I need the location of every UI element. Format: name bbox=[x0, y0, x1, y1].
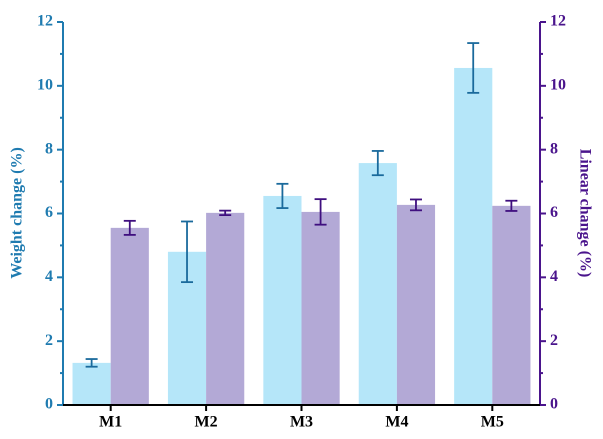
x-tick-label: M2 bbox=[195, 414, 218, 431]
bar bbox=[72, 362, 111, 405]
y-axis-label: Weight change (%) bbox=[9, 147, 26, 279]
y2-tick-label: 6 bbox=[550, 204, 558, 221]
y-tick-label: 8 bbox=[45, 140, 53, 157]
y2-tick-label: 8 bbox=[550, 140, 558, 157]
y2-tick-label: 0 bbox=[550, 396, 558, 413]
error-bar bbox=[314, 198, 327, 226]
y-tick-label: 4 bbox=[45, 268, 53, 285]
y2-tick-label: 4 bbox=[550, 268, 558, 285]
y2-axis-label: Linear change (%) bbox=[576, 149, 593, 278]
error-bar bbox=[85, 358, 98, 368]
y-tick-label: 6 bbox=[45, 204, 53, 221]
y-tick-label: 2 bbox=[45, 332, 53, 349]
bar bbox=[358, 163, 397, 405]
y2-tick-label: 10 bbox=[550, 77, 566, 94]
x-tick-label: M3 bbox=[290, 414, 313, 431]
x-tick-label: M5 bbox=[481, 414, 504, 431]
error-bar bbox=[123, 219, 136, 236]
y-tick-label: 10 bbox=[37, 77, 53, 94]
bar bbox=[454, 67, 493, 406]
x-tick-label: M4 bbox=[385, 414, 408, 431]
y-tick-label: 0 bbox=[45, 396, 53, 413]
error-bar bbox=[181, 220, 194, 284]
y2-tick-label: 12 bbox=[550, 13, 566, 30]
bar bbox=[301, 211, 340, 405]
bar bbox=[263, 195, 302, 405]
bar bbox=[206, 212, 245, 405]
bar bbox=[110, 227, 149, 405]
y2-tick-label: 2 bbox=[550, 332, 558, 349]
bar bbox=[492, 205, 531, 405]
error-bar bbox=[371, 150, 384, 177]
x-tick-label: M1 bbox=[99, 414, 122, 431]
bar bbox=[396, 204, 436, 405]
error-bar bbox=[409, 198, 422, 212]
error-bar bbox=[276, 182, 289, 209]
error-bar bbox=[219, 209, 232, 216]
error-bar bbox=[505, 199, 518, 212]
y-tick-label: 12 bbox=[37, 13, 53, 30]
error-bar bbox=[467, 42, 480, 94]
